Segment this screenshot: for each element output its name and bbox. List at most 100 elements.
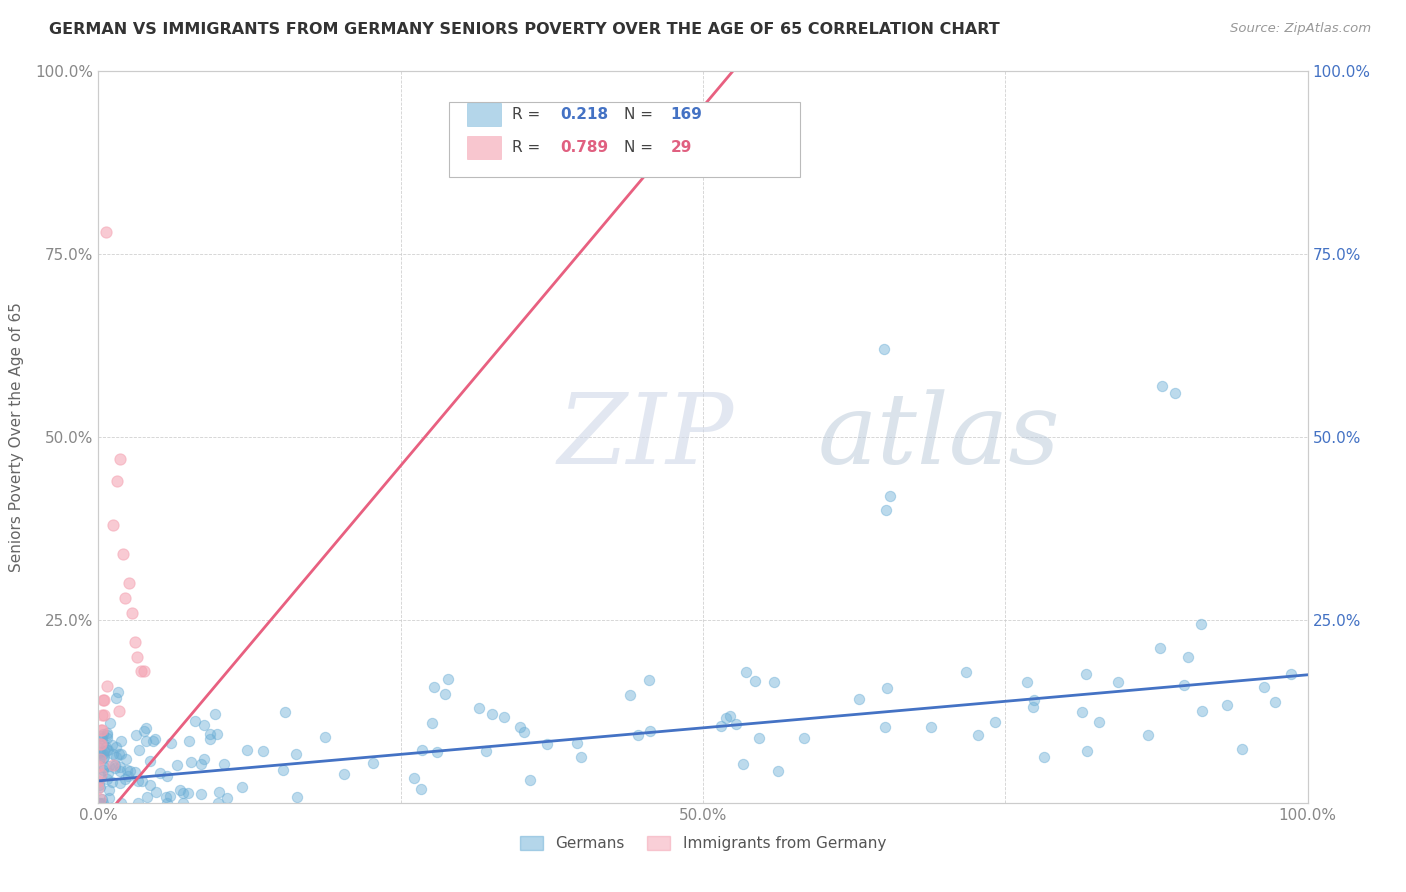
- Text: 0.218: 0.218: [561, 107, 609, 122]
- Point: [101, 747, 124, 762]
- Point: [87, 778, 110, 792]
- Point: [90, 737, 112, 751]
- Point: [108, 747, 131, 761]
- Point: [763, 675, 786, 690]
- Point: [494, 710, 516, 724]
- Point: [103, 758, 125, 772]
- Point: [744, 673, 766, 688]
- Point: [714, 710, 737, 724]
- Point: [200, 731, 222, 746]
- Point: [190, 787, 212, 801]
- Point: [177, 786, 200, 800]
- Point: [89, 792, 111, 806]
- Point: [207, 796, 229, 810]
- FancyBboxPatch shape: [467, 136, 501, 159]
- Point: [110, 775, 132, 789]
- Point: [1076, 667, 1098, 681]
- Point: [875, 720, 897, 734]
- Point: [94, 225, 117, 239]
- Point: [420, 716, 443, 731]
- Point: [87, 773, 110, 788]
- Point: [1033, 750, 1056, 764]
- Text: GERMAN VS IMMIGRANTS FROM GERMANY SENIORS POVERTY OVER THE AGE OF 65 CORRELATION: GERMAN VS IMMIGRANTS FROM GERMANY SENIOR…: [49, 22, 1000, 37]
- Point: [565, 735, 588, 749]
- Y-axis label: Seniors Poverty Over the Age of 65: Seniors Poverty Over the Age of 65: [10, 302, 24, 572]
- Point: [89, 745, 111, 759]
- Text: ZIP: ZIP: [558, 390, 734, 484]
- Point: [98, 783, 121, 797]
- Point: [107, 704, 129, 718]
- Point: [967, 728, 990, 742]
- Point: [101, 775, 124, 789]
- Point: [121, 606, 143, 620]
- Point: [1216, 698, 1239, 712]
- Point: [98, 791, 121, 805]
- Point: [733, 756, 755, 771]
- Point: [1191, 705, 1213, 719]
- Text: R =: R =: [512, 140, 546, 155]
- Point: [89, 737, 111, 751]
- Point: [638, 673, 661, 687]
- Point: [920, 720, 942, 734]
- Point: [110, 747, 132, 761]
- Point: [509, 720, 531, 734]
- Point: [134, 664, 156, 678]
- Point: [876, 681, 898, 696]
- Point: [536, 737, 558, 751]
- Text: atlas: atlas: [818, 390, 1060, 484]
- FancyBboxPatch shape: [467, 103, 501, 127]
- Point: [710, 719, 733, 733]
- Point: [131, 773, 153, 788]
- Point: [1189, 616, 1212, 631]
- Point: [519, 773, 541, 788]
- Point: [426, 745, 449, 759]
- Text: 0.789: 0.789: [561, 140, 609, 155]
- Point: [114, 772, 136, 786]
- Point: [873, 343, 896, 357]
- Point: [117, 763, 139, 777]
- Point: [274, 705, 297, 719]
- Point: [97, 765, 120, 780]
- Point: [93, 708, 115, 723]
- Point: [569, 749, 592, 764]
- Point: [90, 729, 112, 743]
- Point: [89, 752, 111, 766]
- Point: [204, 706, 226, 721]
- Point: [91, 708, 114, 723]
- Point: [212, 756, 235, 771]
- Point: [1173, 678, 1195, 692]
- Point: [98, 759, 121, 773]
- Point: [1230, 742, 1253, 756]
- Point: [87, 759, 110, 773]
- Point: [89, 796, 111, 810]
- Point: [314, 730, 336, 744]
- Point: [96, 772, 118, 786]
- Point: [172, 796, 194, 810]
- Text: N =: N =: [624, 140, 658, 155]
- Point: [1177, 650, 1199, 665]
- Point: [1136, 728, 1159, 742]
- Point: [96, 743, 118, 757]
- Point: [90, 791, 112, 805]
- Point: [115, 752, 138, 766]
- Point: [627, 728, 650, 742]
- Point: [619, 688, 641, 702]
- Point: [160, 736, 183, 750]
- Point: [434, 688, 457, 702]
- Point: [89, 750, 111, 764]
- Point: [96, 679, 118, 693]
- Point: [205, 727, 228, 741]
- Point: [1253, 680, 1275, 694]
- Point: [252, 744, 274, 758]
- Point: [848, 692, 870, 706]
- Text: Source: ZipAtlas.com: Source: ZipAtlas.com: [1230, 22, 1371, 36]
- Point: [1022, 692, 1045, 706]
- Point: [101, 738, 124, 752]
- Point: [91, 693, 114, 707]
- Point: [139, 754, 162, 768]
- Point: [200, 727, 222, 741]
- Point: [1149, 640, 1171, 655]
- Point: [89, 780, 111, 794]
- Point: [1076, 743, 1098, 757]
- Point: [879, 489, 901, 503]
